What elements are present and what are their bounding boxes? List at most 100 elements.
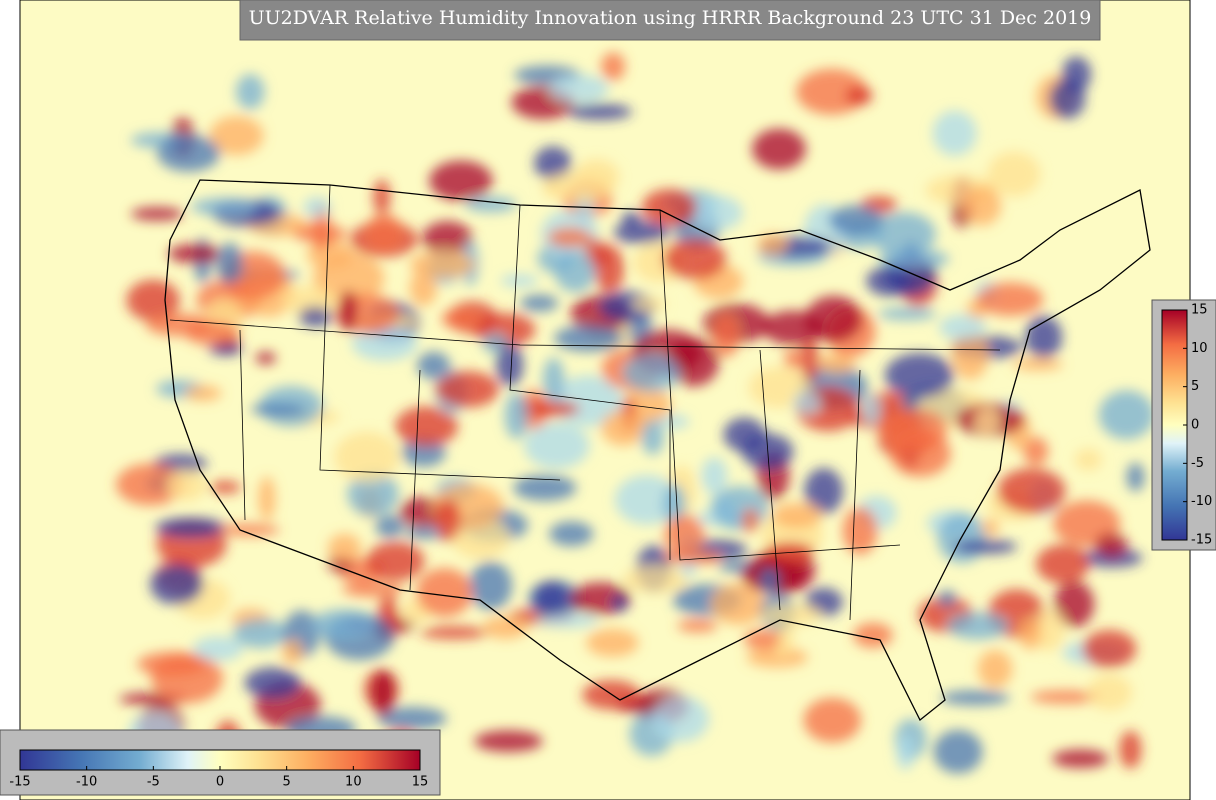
field-blob [1119, 730, 1142, 769]
colorbar-tick-label: -10 [76, 775, 97, 790]
colorbar-tick-label: 10 [1191, 341, 1208, 356]
field-blob [520, 294, 559, 312]
field-blob [533, 581, 570, 615]
field-blob [474, 730, 543, 752]
field-blob [1053, 581, 1095, 628]
field-blob [504, 392, 529, 440]
field-blob [614, 475, 679, 525]
state-borders [169, 184, 1001, 621]
field-blob [677, 619, 718, 633]
field-blob [997, 468, 1066, 514]
map-title: UU2DVAR Relative Humidity Innovation usi… [249, 7, 1092, 29]
field-blob [395, 406, 458, 447]
field-blob [1126, 462, 1145, 492]
field-blob [184, 385, 222, 402]
field-blob [741, 508, 760, 533]
field-blob [208, 343, 243, 356]
field-blob [940, 690, 1010, 706]
field-blob [338, 290, 358, 332]
field-blob [853, 622, 893, 648]
field-blob [932, 110, 977, 156]
field-blob [168, 243, 222, 264]
field-blob [712, 313, 740, 358]
field-blob [710, 583, 766, 625]
field-blob [365, 213, 403, 253]
field-blob [293, 224, 347, 243]
field-blob [347, 471, 399, 517]
field-blob [796, 68, 868, 115]
field-blob [871, 212, 936, 257]
field-blob [765, 542, 815, 562]
field-blob [306, 240, 354, 269]
field-blob [761, 604, 822, 626]
field-blob [441, 308, 484, 330]
field-blob [1018, 618, 1042, 650]
field-blob [137, 651, 208, 677]
field-blob [651, 695, 710, 742]
field-blob [1030, 690, 1101, 704]
field-blob [375, 515, 404, 538]
field-blob [804, 468, 844, 514]
field-blob [534, 146, 572, 181]
field-blob [303, 197, 331, 218]
field-blob [756, 233, 788, 256]
field-blob [209, 116, 264, 156]
field-blob [244, 667, 301, 699]
field-blob [1087, 674, 1133, 711]
field-blob [495, 343, 524, 387]
field-blob [255, 351, 276, 365]
field-blob [691, 195, 743, 231]
colorbar-tick-label: -15 [9, 775, 30, 790]
field-blob [536, 613, 599, 628]
colorbar-tick-label: 0 [1191, 418, 1199, 433]
field-blob [420, 626, 488, 640]
field-blob [962, 185, 1002, 226]
field-blob [1074, 448, 1102, 471]
field-blob [298, 306, 333, 327]
field-blob [663, 484, 686, 526]
colorbar-tick-label: 5 [283, 775, 291, 790]
field-blob [554, 251, 596, 293]
field-blob [878, 249, 950, 270]
field-blob [351, 326, 418, 361]
colorbar [1161, 309, 1188, 541]
field-blob [878, 307, 937, 321]
field-blob [982, 518, 1000, 536]
field-blob [483, 616, 528, 640]
field-blob [1052, 749, 1109, 768]
humidity-field [116, 52, 1155, 775]
title-box [239, 0, 1101, 41]
field-blob [216, 242, 243, 284]
field-blob [250, 403, 307, 416]
field-blob [879, 408, 948, 451]
field-blob [116, 463, 185, 506]
field-blob [218, 523, 280, 537]
colorbar-tick-label: 15 [412, 775, 429, 790]
field-blob [422, 221, 473, 256]
field-blob [416, 568, 473, 617]
field-blob [771, 502, 823, 529]
field-blob [759, 567, 780, 593]
field-blob [567, 103, 633, 121]
colorbar-tick-label: -5 [1191, 456, 1204, 471]
field-blob [1025, 315, 1063, 359]
field-blob [341, 582, 404, 597]
field-blob [547, 227, 592, 248]
field-blob [1098, 390, 1155, 440]
field-blob [468, 561, 513, 610]
field-blob [974, 406, 1000, 436]
field-blob [861, 394, 881, 425]
field-blob [258, 476, 276, 521]
field-blob [803, 697, 862, 743]
field-blob [1012, 358, 1063, 371]
field-blob [334, 431, 400, 483]
field-blob [542, 357, 565, 404]
field-blob [641, 188, 697, 226]
field-blob [746, 647, 808, 668]
field-blob [500, 274, 539, 287]
colorbar-tick-label: -10 [1191, 494, 1212, 509]
colorbar-tick-label: 0 [216, 775, 224, 790]
field-blob [404, 527, 447, 540]
field-blob [896, 733, 915, 771]
